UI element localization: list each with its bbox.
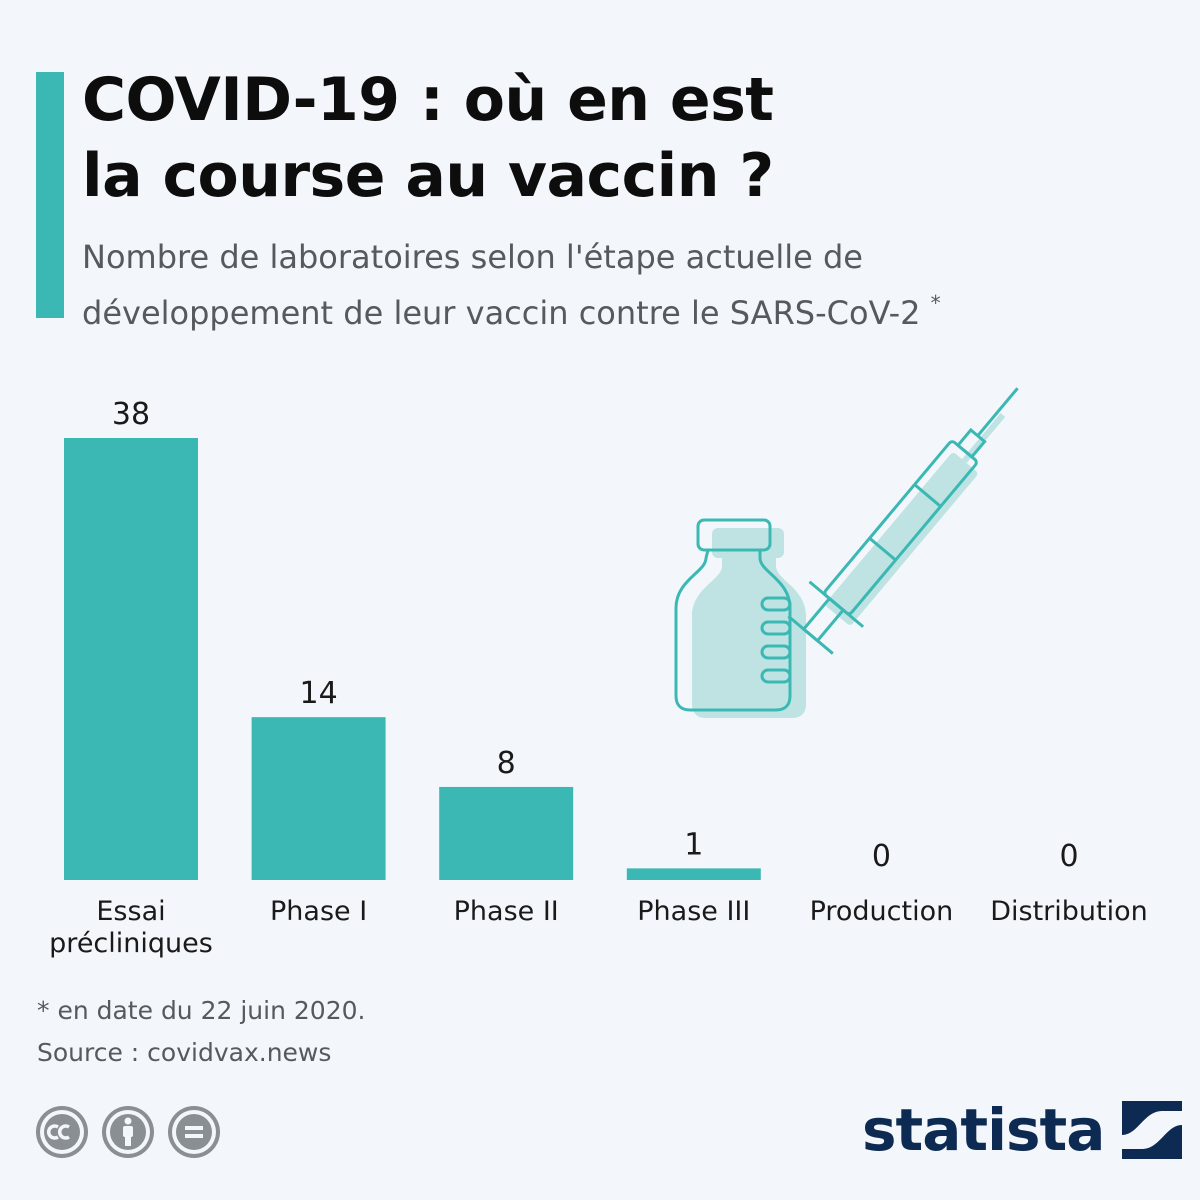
license-icons: [36, 1106, 220, 1158]
title-accent-bar: [36, 72, 64, 318]
statista-logo[interactable]: statista: [862, 1096, 1183, 1164]
chart-subtitle-line-2-text: développement de leur vaccin contre le S…: [82, 294, 921, 332]
category-label-distribution: Distribution: [990, 896, 1148, 927]
value-label-production: 0: [872, 839, 891, 874]
chart-subtitle-line-1: Nombre de laboratoires selon l'étape act…: [82, 238, 863, 276]
source-note: Source : covidvax.news: [37, 1038, 332, 1067]
value-label-phase-iii: 1: [684, 827, 703, 862]
bar-phase-iii: [626, 868, 761, 880]
footnote-date: * en date du 22 juin 2020.: [37, 996, 366, 1025]
chart-subtitle-line-2: développement de leur vaccin contre le S…: [82, 280, 1172, 336]
chart-subtitle: Nombre de laboratoires selon l'étape act…: [82, 234, 1172, 336]
chart-title-line-2: la course au vaccin ?: [82, 141, 774, 211]
no-derivatives-icon[interactable]: [168, 1106, 220, 1158]
category-label-essai-precliniques-line-1: Essai: [96, 896, 165, 927]
category-label-phase-i: Phase I: [270, 896, 367, 927]
value-label-phase-i: 14: [300, 676, 338, 711]
chart-title: COVID-19 : où en est la course au vaccin…: [82, 62, 1162, 214]
bar-essai-precliniques: [64, 438, 198, 880]
category-label-phase-iii: Phase III: [637, 896, 750, 927]
value-label-distribution: 0: [1059, 839, 1078, 874]
attribution-icon[interactable]: [102, 1106, 154, 1158]
statista-mark-icon: [1122, 1101, 1183, 1159]
vaccine-vial-icon: [674, 518, 806, 718]
brand-wordmark: statista: [862, 1096, 1105, 1164]
bar-phase-ii: [439, 786, 574, 880]
syringe-icon: [787, 387, 1019, 655]
value-label-essai-precliniques: 38: [112, 397, 150, 432]
category-label-production: Production: [810, 896, 954, 927]
category-label-phase-ii: Phase II: [454, 896, 559, 927]
category-label-essai-precliniques-line-2: précliniques: [49, 928, 213, 959]
chart-title-line-1: COVID-19 : où en est: [82, 65, 774, 135]
cc-icon[interactable]: [36, 1106, 88, 1158]
vaccine-illustration: [674, 387, 1019, 718]
footnote: * en date du 22 juin 2020. Source : covi…: [37, 990, 365, 1074]
subtitle-footnote-marker: *: [930, 291, 941, 315]
value-label-phase-ii: 8: [497, 746, 516, 781]
bar-phase-i: [251, 717, 386, 880]
